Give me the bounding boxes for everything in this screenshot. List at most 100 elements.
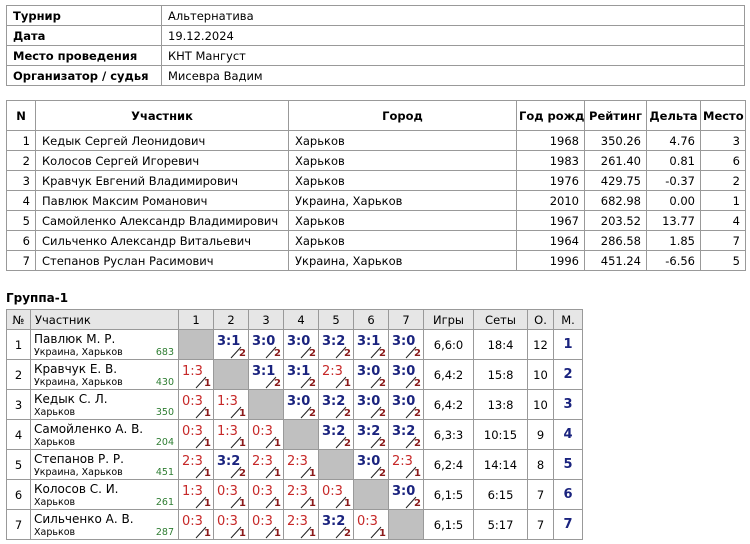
cell: Сильченко Александр Витальевич [35,230,289,251]
slash [300,346,312,359]
result-points: 2 [274,378,281,389]
result-score: 3:1 [252,364,276,379]
result-score: 2:3 [287,514,308,529]
result-cell: 3:2 2 [318,329,354,360]
participant-row: 2 Колосов Сергей Игоревич Харьков 1983 261.4… [6,150,746,171]
cell: Степанов Руслан Расимович [35,250,289,271]
group-row: 5 Степанов Р. Р. Украина, Харьков 451 2:3 1 3:… [6,449,583,480]
slash-line [195,526,207,539]
result: 3:2 2 [390,421,423,449]
result-points: 1 [204,468,211,479]
cell: 4 [6,190,36,211]
result: 2:3 1 [320,361,353,389]
slash-line [265,346,277,359]
result-score: 3:1 [287,364,311,379]
slash [300,526,312,539]
cell: Колосов Сергей Игоревич [35,150,289,171]
slash [405,376,417,389]
result: 2:3 1 [390,451,423,479]
slash [230,436,242,449]
result: 0:3 1 [215,511,248,539]
result-cell: 3:0 2 [353,359,389,390]
player-rating: 287 [155,527,174,538]
result-score: 3:2 [322,394,346,409]
result-score: 0:3 [182,514,203,529]
group-title: Группа-1 [6,291,69,305]
result: 0:3 1 [250,511,283,539]
result: 0:3 1 [215,481,248,509]
slash [230,466,242,479]
result-points: 2 [344,438,351,449]
result-cell [318,449,354,480]
slash-line [370,406,382,419]
info-row: Дата 19.12.2024 [6,25,745,46]
result-points: 1 [274,528,281,539]
slash [300,376,312,389]
slash [335,346,347,359]
result-cell: 3:0 2 [283,389,319,420]
group-row: 4 Самойленко А. В. Харьков 204 0:3 1 1:3 1 0:3 1 3… [6,419,583,450]
slash [230,496,242,509]
row-number: 1 [6,329,31,360]
cell: 682.98 [584,190,647,211]
result-score: 3:1 [217,334,241,349]
header-cell: 2 [213,309,249,330]
points: 10 [527,389,554,420]
result-cell [248,389,284,420]
result-score: 2:3 [287,484,308,499]
player-rating: 204 [155,437,174,448]
player: Сильченко А. В. Харьков 287 [32,511,178,539]
slash-line [300,526,312,539]
sets: 15:8 [473,359,528,390]
result-points: 2 [379,348,386,359]
result-cell [178,329,214,360]
cell: Самойленко Александр Владимирович [35,210,289,231]
result: 0:3 1 [320,481,353,509]
result: 3:0 2 [355,361,388,389]
player: Кедык С. Л. Харьков 350 [32,391,178,419]
cell: Харьков [288,230,517,251]
slash-line [265,526,277,539]
cell: 6 [700,150,746,171]
result-score: 0:3 [252,484,273,499]
result-cell: 2:3 1 [178,449,214,480]
slash [265,526,277,539]
result-points: 2 [309,408,316,419]
slash [370,346,382,359]
player-name: Кедык С. Л. [34,392,108,406]
result: 1:3 1 [215,421,248,449]
result-cell: 3:2 2 [318,509,354,540]
result: 3:0 2 [390,391,423,419]
result-score: 3:0 [357,454,381,469]
row-number: 3 [6,389,31,420]
slash-line [405,346,417,359]
result-score: 2:3 [182,454,203,469]
result-points: 2 [239,468,246,479]
result-cell: 3:1 2 [353,329,389,360]
result-cell: 0:3 1 [248,419,284,450]
result-cell: 0:3 1 [213,509,249,540]
slash [335,526,347,539]
slash-line [335,436,347,449]
slash-line [300,406,312,419]
cell: 4 [700,210,746,231]
result-cell: 3:2 2 [318,419,354,450]
header-cell: Город [288,100,517,131]
result-cell: 2:3 1 [318,359,354,390]
cell: 350.26 [584,130,647,151]
slash-line [300,346,312,359]
points: 12 [527,329,554,360]
header-cell: Место [700,100,746,131]
games: 6,2:4 [423,449,474,480]
result-points: 1 [274,438,281,449]
info-table: Турнир Альтернатива Дата 19.12.2024 Место пр… [6,5,745,86]
slash [370,376,382,389]
slash-line [265,496,277,509]
result-score: 0:3 [182,394,203,409]
slash-line [195,406,207,419]
group-row: 7 Сильченко А. В. Харьков 287 0:3 1 0:3 1 0:3 1 2:… [6,509,583,540]
result-points: 1 [204,438,211,449]
cell: 261.40 [584,150,647,171]
result-points: 1 [344,378,351,389]
slash-line [195,376,207,389]
